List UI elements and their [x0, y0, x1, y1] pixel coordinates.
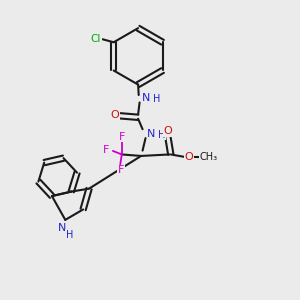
Text: Cl: Cl	[91, 34, 101, 44]
Text: F: F	[118, 165, 124, 175]
Text: O: O	[184, 152, 193, 162]
Text: N: N	[58, 223, 67, 233]
Text: H: H	[153, 94, 160, 104]
Text: F: F	[119, 132, 125, 142]
Text: CH₃: CH₃	[200, 152, 218, 162]
Text: O: O	[111, 110, 119, 120]
Text: N: N	[147, 129, 156, 139]
Text: N: N	[142, 93, 150, 103]
Text: F: F	[103, 145, 109, 155]
Text: H: H	[158, 130, 166, 140]
Text: H: H	[66, 230, 73, 240]
Text: O: O	[164, 126, 172, 136]
